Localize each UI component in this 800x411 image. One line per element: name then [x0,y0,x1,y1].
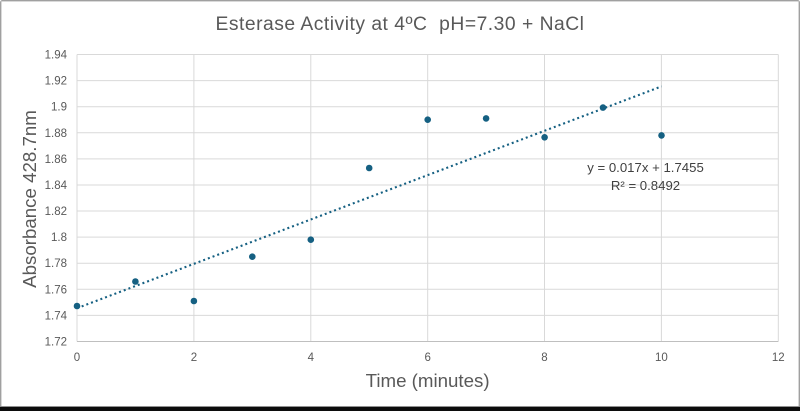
svg-text:1.84: 1.84 [45,180,68,192]
svg-text:1.8: 1.8 [51,232,67,244]
svg-text:1.9: 1.9 [51,102,67,114]
svg-text:Absorbance 428.7nm: Absorbance 428.7nm [19,110,40,288]
svg-text:1.76: 1.76 [45,284,67,296]
svg-text:1.86: 1.86 [45,154,67,166]
svg-text:1.94: 1.94 [45,50,68,62]
svg-text:Esterase Activity at 4ºC pH=7: Esterase Activity at 4ºC pH=7.30 + NaCl [216,14,585,35]
svg-text:12: 12 [772,352,785,364]
svg-text:2: 2 [191,352,197,364]
svg-text:1.92: 1.92 [45,76,67,88]
svg-text:1.78: 1.78 [45,258,67,270]
svg-text:6: 6 [424,352,430,364]
svg-text:1.74: 1.74 [45,310,68,322]
svg-text:1.72: 1.72 [45,337,67,349]
svg-text:0: 0 [74,352,80,364]
svg-text:1.82: 1.82 [45,206,67,218]
svg-text:10: 10 [655,352,668,364]
svg-text:8: 8 [541,352,547,364]
svg-text:R² = 0.8492: R² = 0.8492 [611,178,680,193]
svg-text:4: 4 [308,352,315,364]
svg-text:y = 0.017x + 1.7455: y = 0.017x + 1.7455 [587,160,704,175]
svg-text:1.88: 1.88 [45,128,67,140]
svg-text:Time (minutes): Time (minutes) [366,370,490,391]
